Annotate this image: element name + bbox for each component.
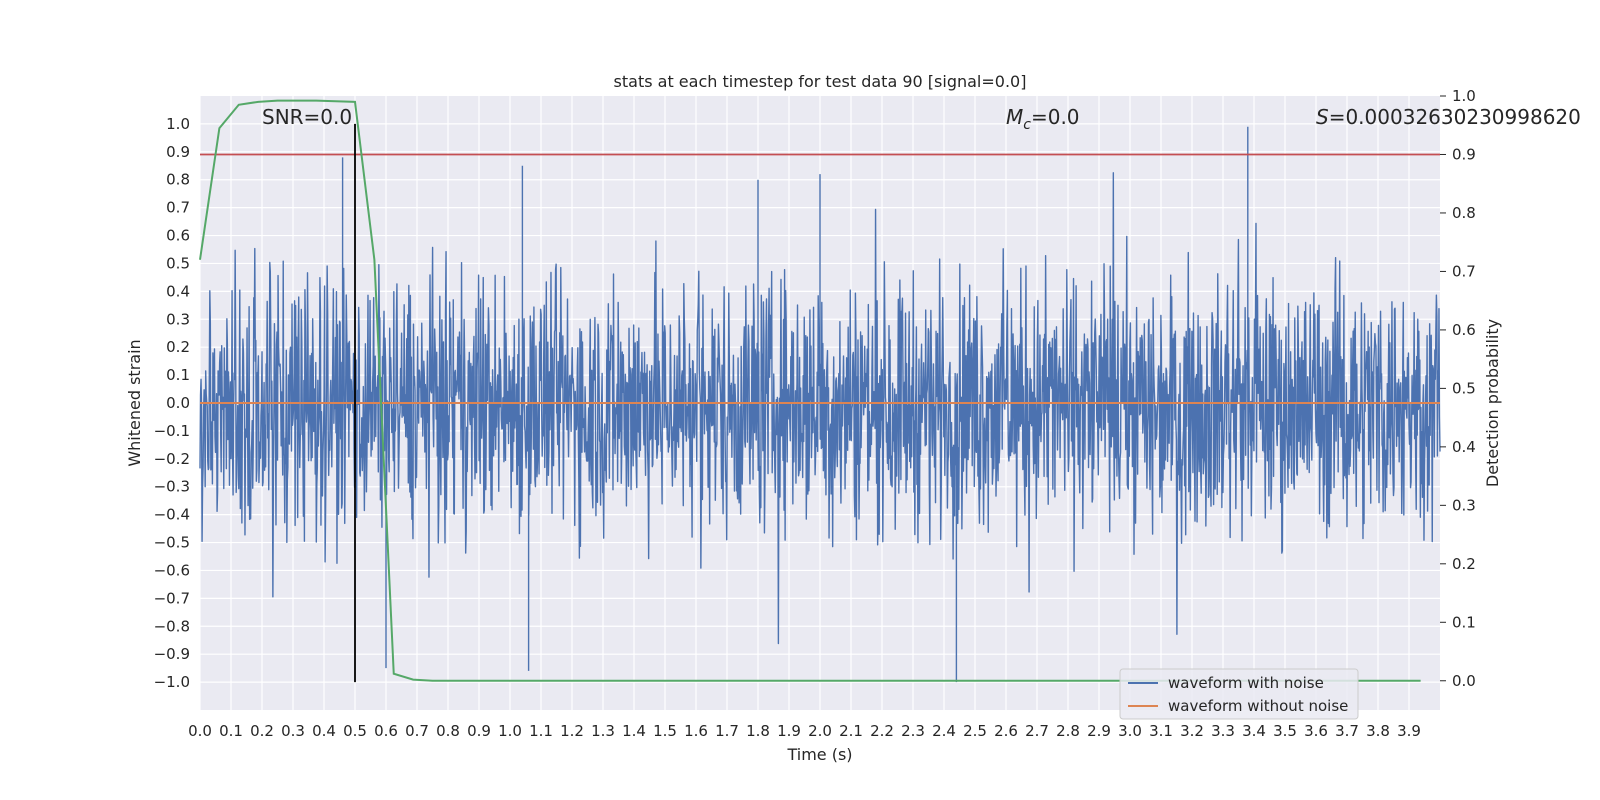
x-tick-label: 2.4	[932, 722, 956, 740]
x-tick-label: 2.0	[808, 722, 832, 740]
x-tick-label: 1.9	[777, 722, 801, 740]
x-tick-label: 3.3	[1211, 722, 1235, 740]
y-tick-label: 0.6	[166, 227, 190, 245]
x-tick-label: 0.1	[219, 722, 243, 740]
x-tick-label: 3.5	[1273, 722, 1297, 740]
y-axis-ticks: 1.0 0.9 0.8 0.7 0.6 0.5 0.4 0.3 0.2 0.1 0.0 −0.1 −0.…	[154, 115, 190, 691]
x-tick-label: 1.1	[529, 722, 553, 740]
noise-waveform-line	[199, 126, 1441, 683]
y-axis-label: Whitened strain	[125, 339, 144, 466]
legend-box	[1119, 668, 1359, 720]
x-tick-label: 1.5	[653, 722, 677, 740]
y-right-tick-label: 0.8	[1452, 204, 1476, 222]
y-tick-label: −0.4	[154, 506, 190, 524]
x-tick-label: 3.4	[1242, 722, 1266, 740]
x-tick-label: 2.8	[1056, 722, 1080, 740]
y-tick-label: 0.5	[166, 254, 190, 272]
y-tick-label: −0.3	[154, 478, 190, 496]
y-right-axis-ticks: 1.0 0.9 0.8 0.7 0.6 0.5 0.4 0.3 0.2 0.1 0.0	[1440, 87, 1476, 690]
x-tick-label: 0.7	[405, 722, 429, 740]
legend-label-clean: waveform without noise	[1168, 697, 1348, 715]
s-annotation: S=0.00032630230998620	[1316, 105, 1581, 129]
x-tick-label: 0.5	[343, 722, 367, 740]
x-tick-label: 1.6	[684, 722, 708, 740]
legend: waveform with noise waveform without noi…	[1119, 668, 1359, 720]
x-tick-label: 1.4	[622, 722, 646, 740]
y-tick-label: 0.1	[166, 366, 190, 384]
s-symbol: S	[1316, 105, 1329, 129]
y-right-tick-label: 0.1	[1452, 613, 1476, 631]
chart-title: stats at each timestep for test data 90 …	[614, 72, 1027, 91]
y-tick-label: 0.7	[166, 199, 190, 217]
y-tick-label: −0.6	[154, 561, 190, 579]
x-tick-label: 2.7	[1025, 722, 1049, 740]
x-tick-label: 3.1	[1149, 722, 1173, 740]
x-tick-label: 0.2	[250, 722, 274, 740]
x-tick-label: 2.6	[994, 722, 1018, 740]
x-tick-label: 1.7	[715, 722, 739, 740]
y-tick-label: −0.8	[154, 617, 190, 635]
x-axis-label: Time (s)	[786, 745, 852, 764]
x-tick-label: 2.3	[901, 722, 925, 740]
y-right-tick-label: 0.0	[1452, 672, 1476, 690]
y-tick-label: 0.3	[166, 310, 190, 328]
y-right-tick-label: 0.4	[1452, 438, 1476, 456]
detection-probability-line	[199, 99, 1421, 682]
y-right-tick-label: 0.3	[1452, 496, 1476, 514]
x-tick-label: 0.8	[436, 722, 460, 740]
x-tick-label: 2.9	[1087, 722, 1111, 740]
x-tick-label: 0.4	[312, 722, 336, 740]
y-tick-label: −0.1	[154, 422, 190, 440]
x-tick-label: 1.8	[746, 722, 770, 740]
y-right-tick-label: 0.5	[1452, 379, 1476, 397]
line-series	[199, 99, 1440, 683]
x-tick-label: 2.1	[839, 722, 863, 740]
y-tick-label: 0.9	[166, 143, 190, 161]
y-tick-label: 1.0	[166, 115, 190, 133]
y-tick-label: 0.4	[166, 282, 190, 300]
s-value: =0.00032630230998620	[1329, 105, 1581, 129]
x-tick-label: 3.8	[1366, 722, 1390, 740]
noise-series	[199, 126, 1441, 683]
x-tick-label: 2.5	[963, 722, 987, 740]
y-right-tick-label: 0.9	[1452, 145, 1476, 163]
y-right-tick-label: 0.6	[1452, 321, 1476, 339]
y-tick-label: −0.7	[154, 589, 190, 607]
x-axis-ticks: 0.0 0.1 0.2 0.3 0.4 0.5 0.6 0.7 0.8 0.9 1.0 1.1 1.2 1…	[188, 722, 1421, 740]
y-tick-label: 0.8	[166, 171, 190, 189]
legend-label-noise: waveform with noise	[1168, 674, 1324, 692]
x-tick-label: 3.6	[1304, 722, 1328, 740]
y-right-tick-label: 0.7	[1452, 262, 1476, 280]
x-tick-label: 3.2	[1180, 722, 1204, 740]
x-tick-label: 1.2	[560, 722, 584, 740]
y-tick-label: −0.2	[154, 450, 190, 468]
y-tick-label: 0.0	[166, 394, 190, 412]
y-tick-label: −0.5	[154, 534, 190, 552]
mc-annotation: Mc=0.0	[1006, 105, 1080, 133]
x-tick-label: 0.3	[281, 722, 305, 740]
x-tick-label: 3.9	[1397, 722, 1421, 740]
y-right-tick-label: 0.2	[1452, 555, 1476, 573]
snr-annotation: SNR=0.0	[262, 105, 352, 129]
x-tick-label: 0.9	[467, 722, 491, 740]
mc-value: =0.0	[1031, 105, 1080, 129]
x-tick-label: 0.0	[188, 722, 212, 740]
x-tick-label: 3.0	[1118, 722, 1142, 740]
y-right-axis-label: Detection probability	[1483, 319, 1502, 487]
x-tick-label: 1.0	[498, 722, 522, 740]
x-tick-label: 1.3	[591, 722, 615, 740]
x-tick-label: 2.2	[870, 722, 894, 740]
y-tick-label: −1.0	[154, 673, 190, 691]
mc-subscript: c	[1023, 117, 1031, 133]
x-tick-label: 3.7	[1335, 722, 1359, 740]
y-tick-label: −0.9	[154, 645, 190, 663]
x-tick-label: 0.6	[374, 722, 398, 740]
mc-symbol: M	[1006, 105, 1023, 129]
y-tick-label: 0.2	[166, 338, 190, 356]
y-right-tick-label: 1.0	[1452, 87, 1476, 105]
